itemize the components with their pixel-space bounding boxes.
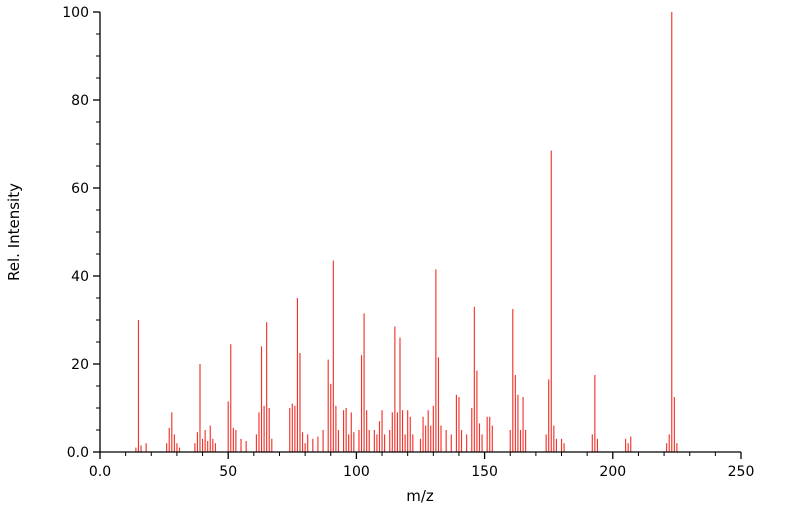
peaks-layer	[135, 12, 678, 452]
x-tick-label: 200	[599, 464, 626, 480]
x-tick-label: 250	[728, 464, 755, 480]
x-tick-label: 100	[343, 464, 370, 480]
y-tick-label: 0.0	[67, 445, 89, 461]
x-tick-label: 0.0	[89, 464, 111, 480]
x-tick-label: 150	[471, 464, 498, 480]
y-tick-label: 40	[71, 269, 89, 285]
axes-layer: 0.0 50 100 150 200 250 0.0 20 40 60 80 100	[62, 5, 754, 480]
x-tick-label: 50	[219, 464, 237, 480]
y-tick-label: 100	[62, 5, 89, 21]
y-axis-label: Rel. Intensity	[5, 183, 23, 281]
y-tick-label: 20	[71, 357, 89, 373]
y-tick-label: 60	[71, 181, 89, 197]
y-tick-label: 80	[71, 93, 89, 109]
x-axis-label: m/z	[406, 487, 434, 505]
